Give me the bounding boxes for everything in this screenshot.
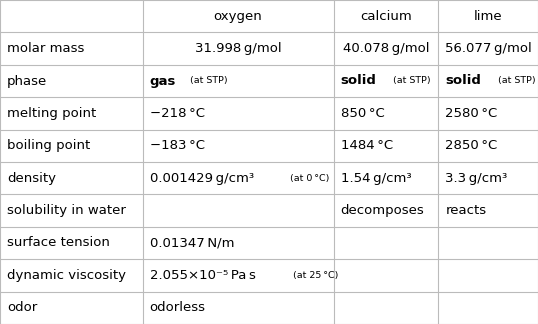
Text: molar mass: molar mass <box>7 42 84 55</box>
Text: solubility in water: solubility in water <box>7 204 126 217</box>
Text: decomposes: decomposes <box>341 204 424 217</box>
Text: 850 °C: 850 °C <box>341 107 384 120</box>
Text: lime: lime <box>474 10 502 23</box>
Text: −218 °C: −218 °C <box>150 107 204 120</box>
Text: −183 °C: −183 °C <box>150 139 204 152</box>
Text: (at 25 °C): (at 25 °C) <box>293 271 338 280</box>
Text: odor: odor <box>7 301 37 314</box>
Text: 2.055×10⁻⁵ Pa s: 2.055×10⁻⁵ Pa s <box>150 269 256 282</box>
Text: 2850 °C: 2850 °C <box>445 139 498 152</box>
Text: odorless: odorless <box>150 301 206 314</box>
Text: 3.3 g/cm³: 3.3 g/cm³ <box>445 172 508 185</box>
Text: 40.078 g/mol: 40.078 g/mol <box>343 42 429 55</box>
Text: 0.001429 g/cm³: 0.001429 g/cm³ <box>150 172 254 185</box>
Text: (at STP): (at STP) <box>393 76 431 86</box>
Text: gas: gas <box>150 75 176 87</box>
Text: solid: solid <box>445 75 482 87</box>
Text: surface tension: surface tension <box>7 237 110 249</box>
Text: calcium: calcium <box>360 10 412 23</box>
Text: oxygen: oxygen <box>214 10 263 23</box>
Text: dynamic viscosity: dynamic viscosity <box>7 269 126 282</box>
Text: melting point: melting point <box>7 107 96 120</box>
Text: phase: phase <box>7 75 47 87</box>
Text: 2580 °C: 2580 °C <box>445 107 498 120</box>
Text: 1484 °C: 1484 °C <box>341 139 393 152</box>
Text: (at STP): (at STP) <box>498 76 536 86</box>
Text: 31.998 g/mol: 31.998 g/mol <box>195 42 281 55</box>
Text: reacts: reacts <box>445 204 486 217</box>
Text: 1.54 g/cm³: 1.54 g/cm³ <box>341 172 411 185</box>
Text: 0.01347 N/m: 0.01347 N/m <box>150 237 234 249</box>
Text: (at STP): (at STP) <box>190 76 228 86</box>
Text: solid: solid <box>341 75 377 87</box>
Text: 56.077 g/mol: 56.077 g/mol <box>445 42 532 55</box>
Text: (at 0 °C): (at 0 °C) <box>291 174 330 183</box>
Text: density: density <box>7 172 56 185</box>
Text: boiling point: boiling point <box>7 139 90 152</box>
